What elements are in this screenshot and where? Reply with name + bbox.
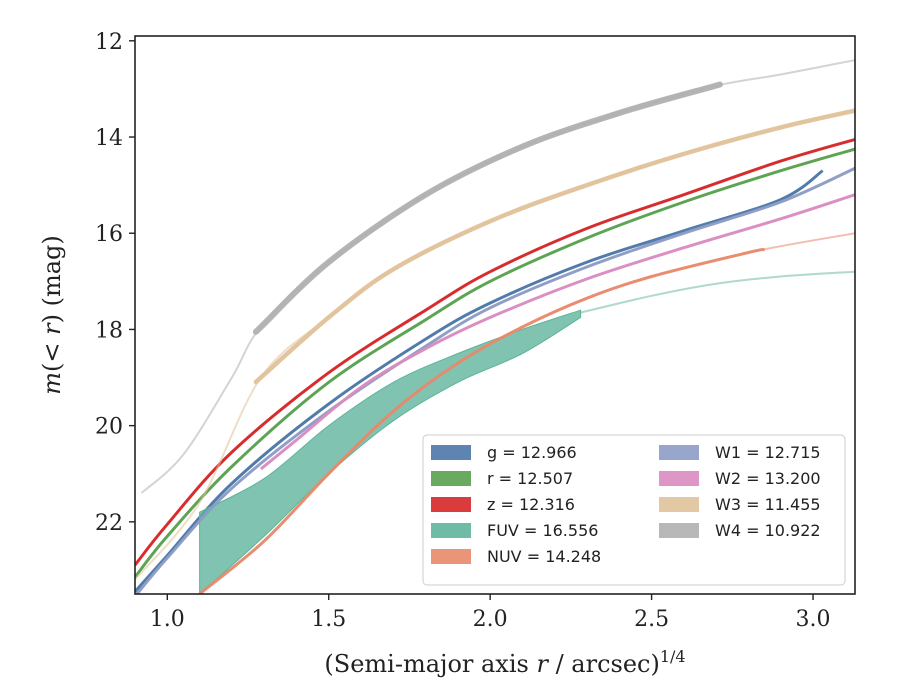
legend-swatch-w1 xyxy=(659,445,699,460)
x-label-part: (Semi-major axis xyxy=(324,650,536,678)
series-g xyxy=(135,169,824,593)
series-r-line xyxy=(135,147,855,579)
y-tick-label: 18 xyxy=(95,318,123,343)
series-layer xyxy=(135,59,855,594)
series-w2-line xyxy=(259,193,855,471)
legend-swatch-w3 xyxy=(659,497,699,512)
legend-swatch-nuv xyxy=(431,549,471,564)
plot-frame xyxy=(134,35,856,595)
series-w3-line xyxy=(253,108,855,385)
x-label-var: r xyxy=(536,650,549,678)
legend-label-fuv: FUV = 16.556 xyxy=(487,521,598,540)
legend-swatch-w2 xyxy=(659,471,699,486)
ticks-layer: 1.0 1.5 2.0 2.5 3.0 12 14 16 18 20 22 xyxy=(95,30,831,632)
y-axis-label: m(< r) (mag) xyxy=(38,235,66,395)
x-tick-label: 2.0 xyxy=(473,607,508,632)
x-tick-label: 3.0 xyxy=(796,607,831,632)
series-w1 xyxy=(135,166,855,594)
x-tick-label: 1.0 xyxy=(150,607,185,632)
series-w1-line xyxy=(135,166,855,594)
legend-label-g: g = 12.966 xyxy=(487,443,577,462)
x-label-part: / arcsec) xyxy=(548,650,660,678)
y-label-var: r xyxy=(38,322,66,335)
legend-label-r: r = 12.507 xyxy=(487,469,573,488)
series-r xyxy=(135,147,855,579)
legend-swatch-g xyxy=(431,445,471,460)
x-label-superscript: 1/4 xyxy=(660,647,686,666)
legend-swatch-r xyxy=(431,471,471,486)
series-nuv-line xyxy=(198,248,765,594)
legend-label-w3: W3 = 11.455 xyxy=(715,495,821,514)
y-label-var: m xyxy=(38,372,66,395)
series-w4 xyxy=(140,59,855,494)
legend-label-nuv: NUV = 14.248 xyxy=(487,547,601,566)
legend-swatch-w4 xyxy=(659,523,699,538)
y-label-part: ) (mag) xyxy=(38,235,66,323)
series-nuv xyxy=(198,232,855,594)
legend-label-w1: W1 = 12.715 xyxy=(715,443,821,462)
y-tick-label: 12 xyxy=(95,30,123,55)
y-tick-label: 14 xyxy=(95,126,123,151)
y-tick-label: 16 xyxy=(95,222,123,247)
x-tick-label: 2.5 xyxy=(634,607,669,632)
x-axis-label: (Semi-major axis r / arcsec)1/4 xyxy=(324,647,685,678)
series-w3 xyxy=(135,108,855,581)
series-fuv-tail xyxy=(580,270,855,314)
x-tick-label: 1.5 xyxy=(311,607,346,632)
legend-label-w2: W2 = 13.200 xyxy=(715,469,821,488)
y-tick-label: 20 xyxy=(95,415,123,440)
legend-swatch-fuv xyxy=(431,523,471,538)
legend-label-z: z = 12.316 xyxy=(487,495,575,514)
series-z-line xyxy=(135,137,855,567)
y-tick-label: 22 xyxy=(95,511,123,536)
y-label-part: (< xyxy=(38,335,66,372)
series-w4-line xyxy=(252,81,723,335)
legend: g = 12.966 r = 12.507 z = 12.316 FUV = 16.5… xyxy=(422,434,846,586)
legend-label-w4: W4 = 10.922 xyxy=(715,521,821,540)
series-g-line xyxy=(135,169,824,593)
series-z xyxy=(135,137,855,567)
series-w2 xyxy=(259,193,855,471)
legend-box xyxy=(422,434,846,586)
legend-swatch-z xyxy=(431,497,471,512)
